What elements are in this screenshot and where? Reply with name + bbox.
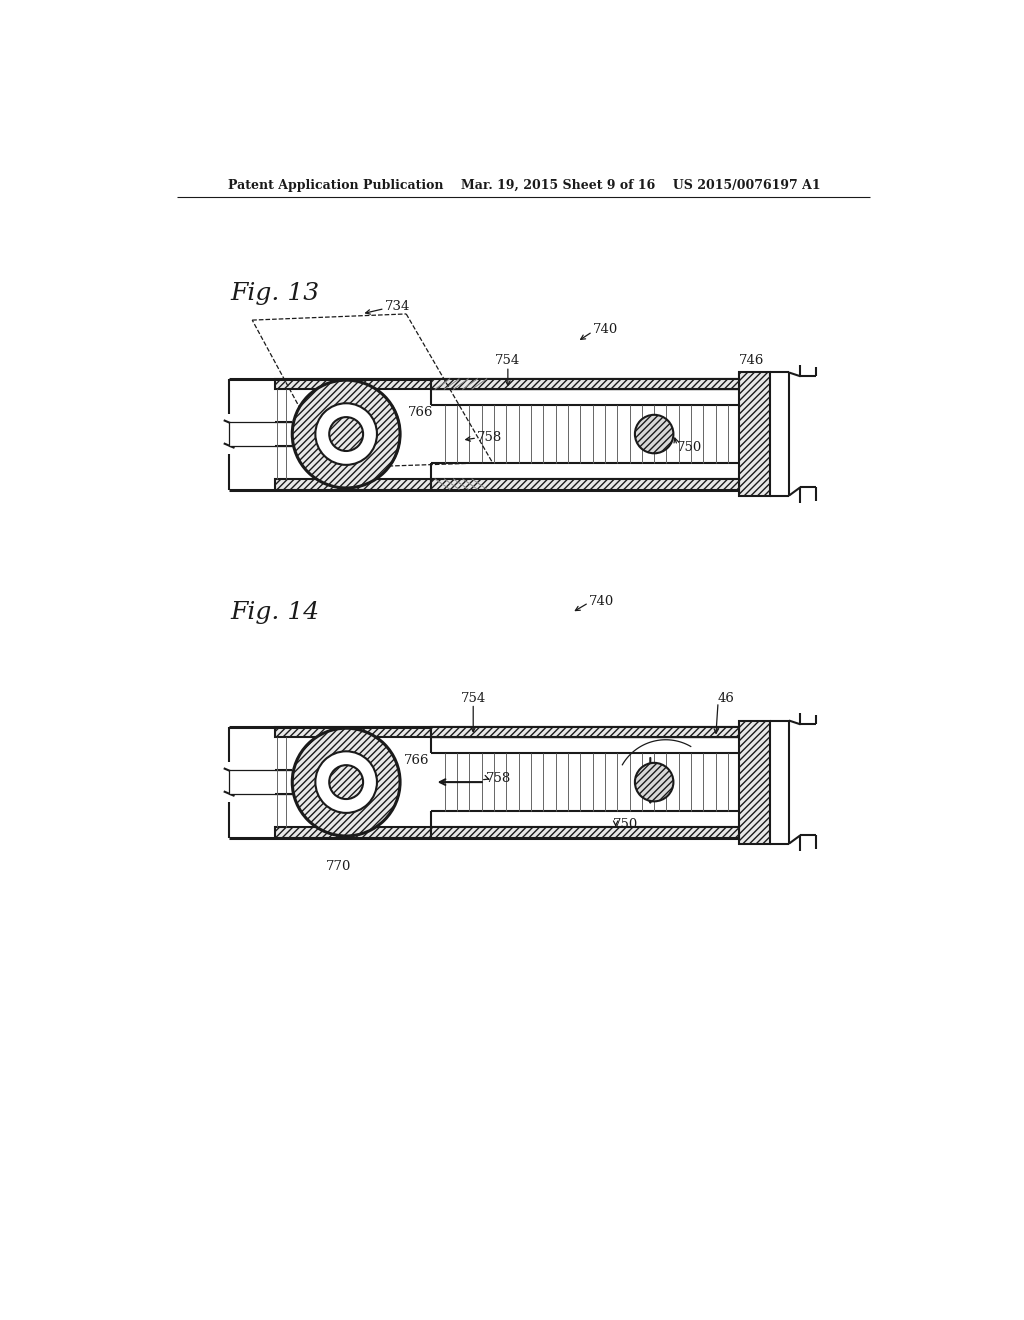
Text: 740: 740 <box>593 323 617 335</box>
Text: 750: 750 <box>612 818 638 832</box>
Text: 754: 754 <box>461 693 485 705</box>
Text: 766: 766 <box>408 407 433 418</box>
Circle shape <box>315 751 377 813</box>
Circle shape <box>635 763 674 801</box>
Bar <box>739 721 770 843</box>
Circle shape <box>330 417 364 451</box>
Text: 770: 770 <box>326 861 351 874</box>
Bar <box>275 726 739 738</box>
Circle shape <box>635 414 674 453</box>
Bar <box>739 372 770 496</box>
Text: 740: 740 <box>589 594 614 607</box>
Text: 766: 766 <box>403 754 429 767</box>
Text: Patent Application Publication    Mar. 19, 2015 Sheet 9 of 16    US 2015/0076197: Patent Application Publication Mar. 19, … <box>228 178 821 191</box>
Bar <box>229 770 292 795</box>
Text: 758: 758 <box>477 432 503 445</box>
Text: 758: 758 <box>486 772 512 785</box>
Bar <box>431 379 739 389</box>
Bar <box>275 479 739 490</box>
Bar <box>431 826 739 838</box>
Text: 746: 746 <box>739 354 764 367</box>
Text: 734: 734 <box>385 300 410 313</box>
Bar <box>229 422 292 446</box>
Circle shape <box>315 404 377 465</box>
Text: 46: 46 <box>717 693 734 705</box>
Bar <box>431 479 739 490</box>
Bar <box>431 726 739 738</box>
Circle shape <box>330 766 364 799</box>
Text: 754: 754 <box>496 354 520 367</box>
Text: Fig. 14: Fig. 14 <box>230 601 319 624</box>
Circle shape <box>292 729 400 836</box>
Bar <box>275 826 739 838</box>
Text: Fig. 13: Fig. 13 <box>230 281 319 305</box>
Text: 750: 750 <box>677 441 702 454</box>
Bar <box>275 379 739 389</box>
Circle shape <box>292 380 400 488</box>
